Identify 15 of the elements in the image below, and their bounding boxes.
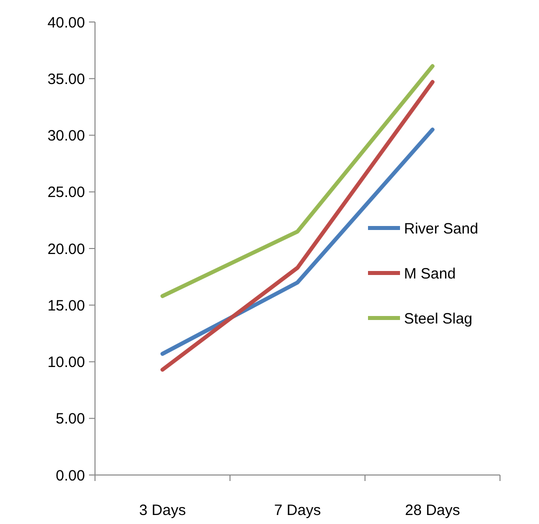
x-tick-label: 3 Days — [139, 502, 186, 519]
y-tick-label: 20.00 — [47, 240, 85, 258]
legend-label: M Sand — [404, 265, 456, 282]
y-tick-label: 40.00 — [47, 14, 85, 32]
y-tick-label: 0.00 — [56, 467, 85, 484]
y-tick-label: 5.00 — [56, 410, 85, 428]
y-tick-label: 15.00 — [47, 297, 85, 314]
y-tick-label: 25.00 — [47, 184, 85, 202]
legend-label: River Sand — [404, 220, 478, 238]
y-tick-label: 10.00 — [47, 354, 85, 371]
x-tick-label: 7 Days — [274, 502, 321, 519]
x-tick-label: 28 Days — [404, 502, 460, 519]
y-tick-label: 35.00 — [47, 70, 85, 88]
y-tick-label: 30.00 — [47, 128, 85, 144]
legend-label: Steel Slag — [404, 310, 472, 328]
